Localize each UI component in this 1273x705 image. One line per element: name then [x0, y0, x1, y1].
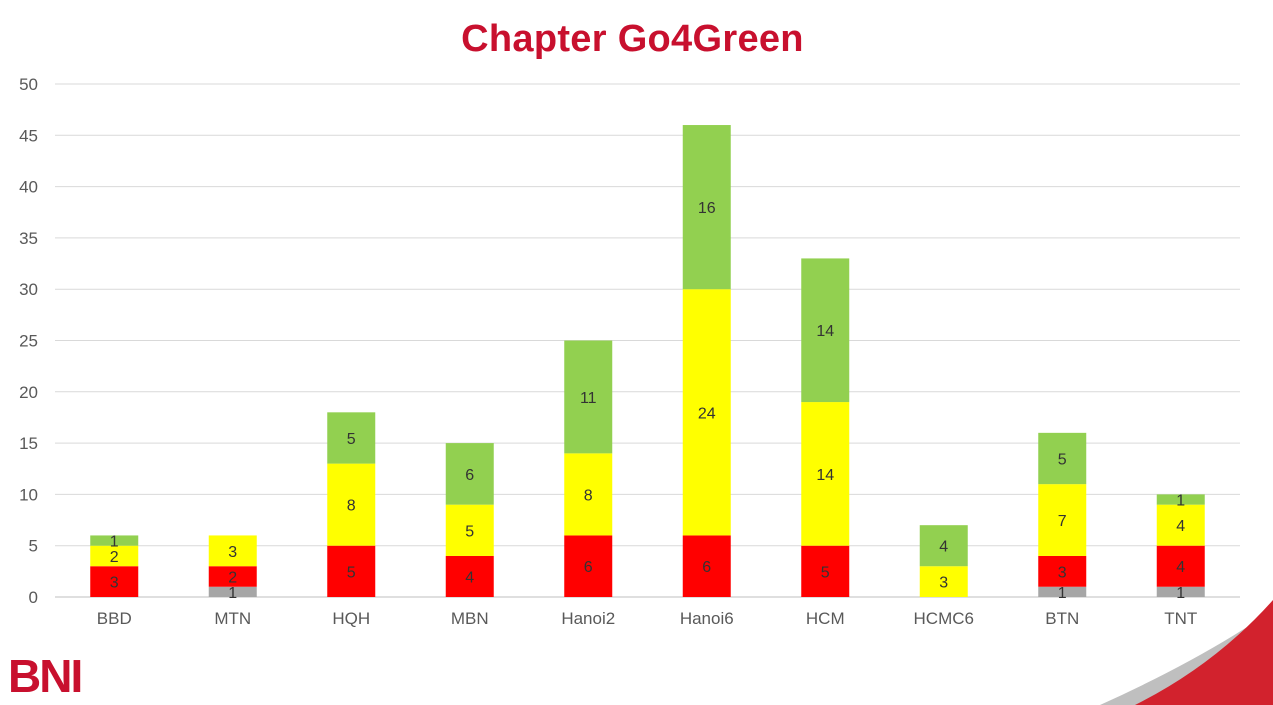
bar-segment: [801, 545, 850, 597]
y-tick-label: 10: [19, 485, 38, 504]
x-category-label: HCMC6: [914, 609, 974, 628]
bar-segment: [208, 586, 257, 597]
bar-segment: [919, 525, 968, 567]
x-category-label: MBN: [451, 609, 489, 628]
bar-segment: [90, 545, 139, 567]
data-label: 1: [110, 534, 119, 551]
data-label: 5: [465, 523, 474, 540]
data-label: 5: [821, 564, 830, 581]
data-label: 6: [584, 559, 593, 576]
y-tick-label: 0: [29, 588, 38, 607]
x-category-label: TNT: [1164, 609, 1197, 628]
x-category-label: Hanoi2: [561, 609, 615, 628]
data-label: 8: [347, 498, 356, 515]
bar-segment: [327, 412, 376, 464]
chart-title: Chapter Go4Green: [461, 18, 804, 60]
data-label: 3: [110, 575, 119, 592]
x-category-label: HQH: [332, 609, 370, 628]
data-label: 6: [465, 467, 474, 484]
bar-segment: [564, 340, 613, 454]
data-label: 5: [347, 431, 356, 448]
bar-segment: [1156, 545, 1205, 587]
bar-segment: [682, 125, 731, 290]
data-label: 3: [939, 575, 948, 592]
data-label: 4: [1176, 559, 1185, 576]
x-category-label: Hanoi6: [680, 609, 734, 628]
data-label: 3: [1058, 564, 1067, 581]
data-label: 14: [816, 323, 834, 340]
y-tick-label: 15: [19, 434, 38, 453]
y-axis-ticks: 0 5 10 15 20 25 30 35 40 45 50: [19, 75, 38, 607]
bar-segment: [208, 535, 257, 567]
x-category-label: HCM: [806, 609, 845, 628]
bar-segment: [1038, 586, 1087, 597]
y-tick-label: 45: [19, 126, 38, 145]
data-label: 1: [228, 585, 237, 602]
bar-segment: [90, 535, 139, 546]
data-label: 1: [1176, 585, 1185, 602]
bar-segment: [801, 258, 850, 403]
bar-segment: [445, 504, 494, 556]
data-label: 2: [228, 569, 237, 586]
data-label: 14: [816, 467, 834, 484]
data-label: 1: [1058, 585, 1067, 602]
bar-segment: [90, 566, 139, 597]
data-label: 4: [1176, 518, 1185, 535]
x-axis-categories: BBD MTN HQH MBN Hanoi2 Hanoi6 HCM HCMC6 BTN TNT: [97, 609, 1198, 628]
bni-logo-text: BNI: [8, 652, 81, 698]
bar-segment: [801, 402, 850, 546]
bar-segment: [682, 289, 731, 536]
y-tick-label: 50: [19, 75, 38, 94]
data-label: 24: [698, 405, 716, 422]
bar-segment: [1156, 586, 1205, 597]
data-label: 2: [110, 549, 119, 566]
bar-segment: [1038, 555, 1087, 587]
data-label: 5: [1058, 451, 1067, 468]
bar-segment: [1156, 504, 1205, 546]
y-tick-label: 5: [29, 537, 38, 556]
bar-segment: [919, 566, 968, 597]
bar-segment: [564, 453, 613, 536]
bar-segment: [445, 555, 494, 597]
x-category-label: BTN: [1045, 609, 1079, 628]
data-label: 3: [228, 544, 237, 561]
bni-logo: BNI: [8, 652, 83, 698]
data-label: 6: [702, 559, 711, 576]
y-tick-label: 25: [19, 332, 38, 351]
x-category-label: BBD: [97, 609, 132, 628]
x-category-label: MTN: [214, 609, 251, 628]
data-label: 16: [698, 200, 716, 217]
bar-segment: [208, 566, 257, 587]
bar-segment: [1038, 432, 1087, 485]
bar-segment: [327, 545, 376, 597]
y-tick-label: 40: [19, 178, 38, 197]
bar-segment: [1156, 494, 1205, 505]
data-label: 1: [1176, 493, 1185, 510]
data-label: 8: [584, 487, 593, 504]
data-label: 5: [347, 564, 356, 581]
data-label: 4: [465, 569, 474, 586]
data-label: 11: [580, 390, 597, 407]
data-label: 7: [1058, 513, 1067, 530]
bar-segment: [682, 535, 731, 597]
bar-segment: [1038, 484, 1087, 556]
data-label: 4: [939, 539, 948, 556]
bar-segment: [327, 463, 376, 546]
y-tick-label: 30: [19, 280, 38, 299]
bar-segment: [564, 535, 613, 597]
y-tick-label: 20: [19, 383, 38, 402]
y-tick-label: 35: [19, 229, 38, 248]
bar-segment: [445, 443, 494, 505]
gridlines: [55, 83, 1240, 598]
corner-swoosh-red: [1135, 600, 1273, 705]
